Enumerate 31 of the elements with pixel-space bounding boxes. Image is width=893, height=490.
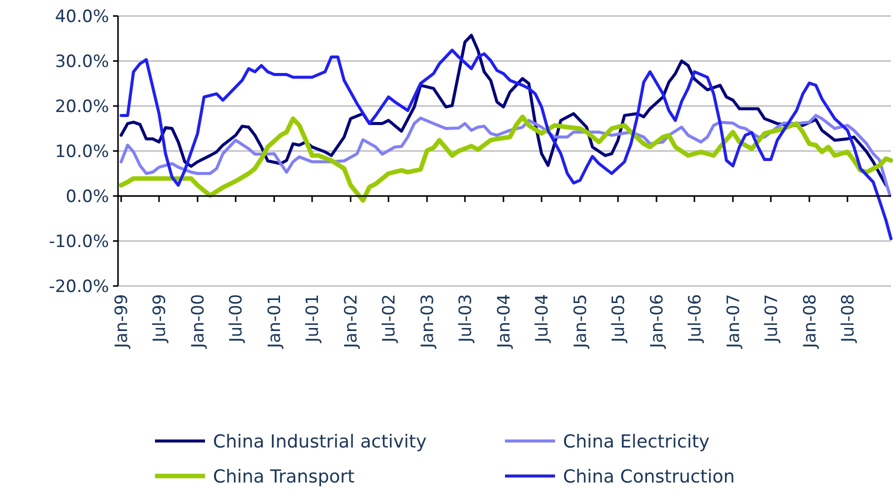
- x-tick-label: Jul-01: [303, 294, 324, 344]
- x-tick-label: Jan-02: [342, 294, 362, 349]
- x-tick-label: Jan-08: [800, 294, 820, 349]
- x-tick-label: Jul-05: [608, 294, 629, 344]
- x-tick-label: Jul-02: [379, 294, 400, 344]
- x-tick-label: Jan-03: [418, 294, 438, 349]
- y-tick-label: 30.0%: [54, 52, 109, 72]
- x-tick-label: Jul-04: [532, 294, 553, 344]
- x-tick-label: Jul-06: [685, 294, 706, 344]
- x-tick-label: Jan-00: [188, 294, 209, 349]
- x-tick-label: Jan-04: [494, 294, 514, 349]
- y-tick-label: 10.0%: [54, 142, 109, 162]
- y-tick-label: 0.0%: [66, 186, 109, 207]
- legend-label: China Electricity: [563, 431, 710, 452]
- x-tick-label: Jan-06: [647, 294, 668, 349]
- y-tick-label: 40.0%: [54, 6, 109, 27]
- legend-label: China Industrial activity: [213, 431, 427, 452]
- legend-label: China Construction: [563, 466, 735, 488]
- y-tick-label: 20.0%: [54, 96, 109, 117]
- x-tick-label: Jul-99: [150, 294, 170, 344]
- x-tick-label: Jul-07: [762, 294, 782, 344]
- x-tick-label: Jul-08: [838, 294, 858, 344]
- x-tick-label: Jan-99: [112, 294, 132, 349]
- x-tick-label: Jan-01: [265, 294, 286, 349]
- x-tick-label: Jan-07: [724, 294, 744, 349]
- legend-label: China Transport: [213, 466, 355, 488]
- x-tick-label: Jan-05: [571, 294, 592, 349]
- y-tick-label: -20.0%: [48, 276, 109, 297]
- x-tick-label: Jul-03: [456, 294, 476, 344]
- x-tick-label: Jul-00: [226, 294, 247, 344]
- y-tick-label: -10.0%: [48, 232, 109, 252]
